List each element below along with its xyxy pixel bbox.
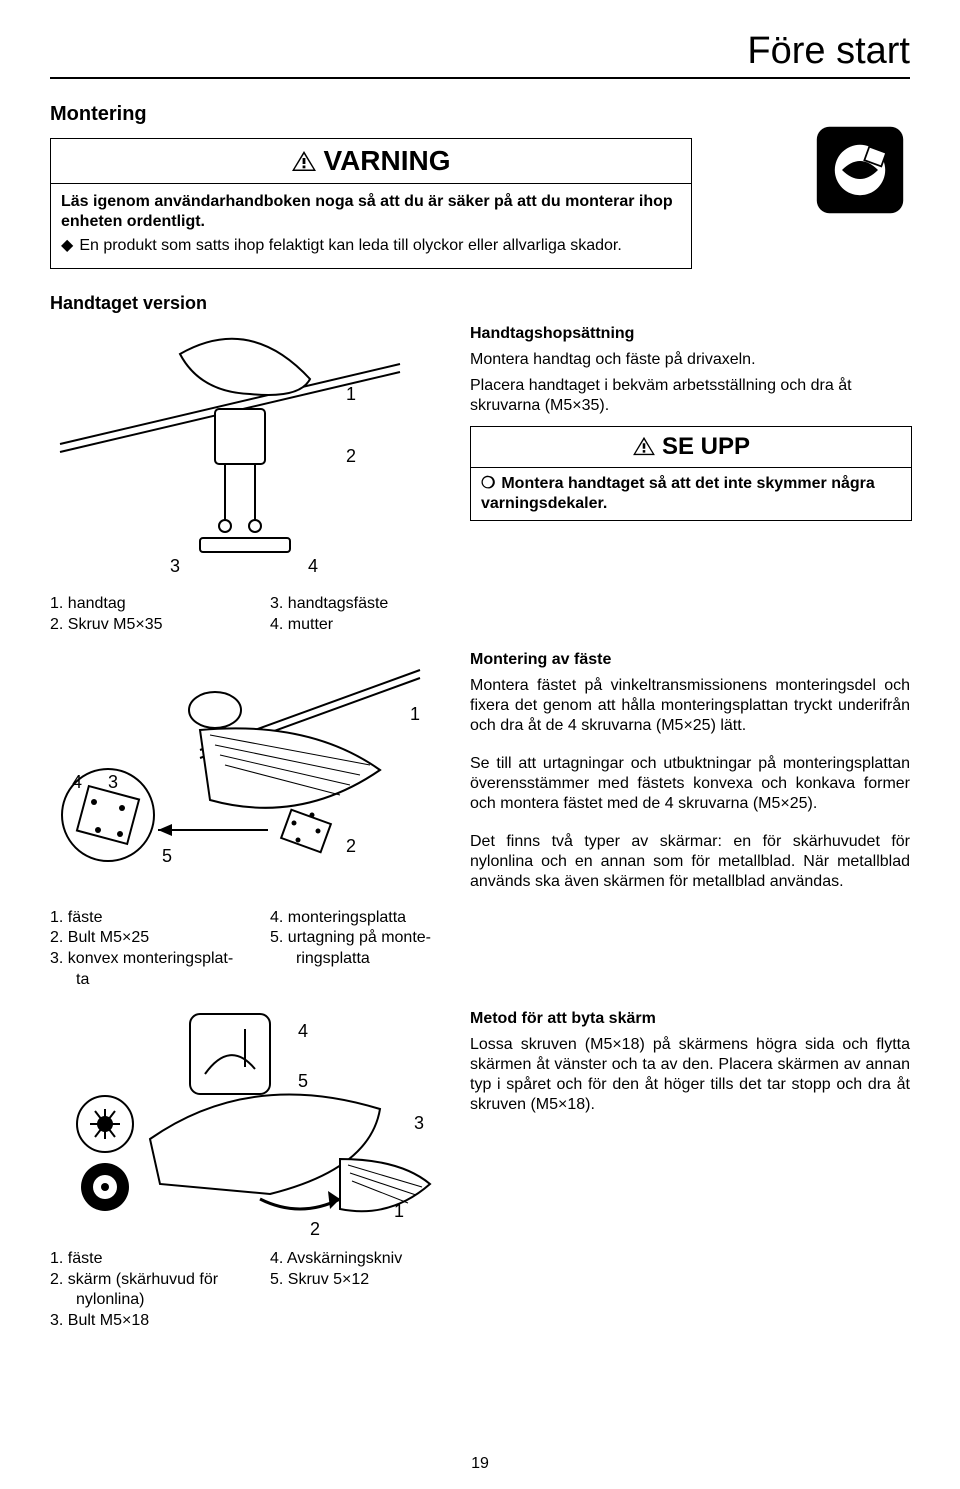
figure-guard-mounting: 1 2 3 4 5: [50, 650, 430, 880]
mount-p2: Se till att urtagningar och utbuktningar…: [470, 754, 910, 814]
caution-icon: [632, 436, 656, 456]
legend2-a1: 1. fäste: [50, 908, 270, 929]
page-title: Före start: [50, 30, 910, 77]
svg-text:5: 5: [162, 846, 172, 866]
svg-text:2: 2: [346, 446, 356, 466]
page-number: 19: [0, 1455, 960, 1473]
legend1-b1: 3. handtagsfäste: [270, 594, 490, 615]
warning-icon: [291, 150, 317, 172]
screen-title: Metod för att byta skärm: [470, 1010, 656, 1027]
screen-p1: Lossa skruven (M5×18) på skärmens högra …: [470, 1035, 910, 1115]
svg-text:4: 4: [308, 556, 318, 576]
legend2-a2: 2. Bult M5×25: [50, 928, 270, 949]
svg-text:4: 4: [72, 772, 82, 792]
svg-text:2: 2: [310, 1219, 320, 1239]
read-manual-icon: [815, 125, 905, 215]
legend3-a1: 1. fäste: [50, 1249, 270, 1270]
svg-text:1: 1: [346, 384, 356, 404]
caution-box: SE UPP Montera handtaget så att det inte…: [470, 426, 912, 521]
legend1-a2: 2. Skruv M5×35: [50, 615, 270, 636]
warning-title: VARNING: [323, 145, 450, 176]
mount-p1: Montera fästet på vinkeltransmissionens …: [470, 676, 910, 736]
legend-handle: 1. handtag 2. Skruv M5×35 3. handtagsfäs…: [50, 594, 910, 636]
svg-text:1: 1: [394, 1201, 404, 1221]
legend2-a3: 3. konvex monteringsplat-ta: [50, 949, 270, 991]
svg-text:3: 3: [108, 772, 118, 792]
legend3-a3: 3. Bult M5×18: [50, 1311, 270, 1332]
legend1-b2: 4. mutter: [270, 615, 490, 636]
warning-line2: En produkt som satts ihop felaktigt kan …: [61, 236, 681, 256]
caution-title: SE UPP: [662, 433, 750, 460]
svg-text:5: 5: [298, 1071, 308, 1091]
legend1-a1: 1. handtag: [50, 594, 270, 615]
handle-body1: Montera handtag och fäste på drivaxeln.: [470, 350, 912, 370]
mount-title: Montering av fäste: [470, 651, 611, 668]
caution-body: Montera handtaget så att det inte skymme…: [481, 475, 875, 512]
handle-section-title: Handtaget version: [50, 293, 910, 314]
legend-mount: 1. fäste 2. Bult M5×25 3. konvex monteri…: [50, 908, 910, 991]
svg-text:2: 2: [346, 836, 356, 856]
svg-text:1: 1: [410, 704, 420, 724]
legend3-a2: 2. skärm (skärhuvud förnylonlina): [50, 1270, 270, 1312]
mount-p3: Det finns två typer av skärmar: en för s…: [470, 832, 910, 892]
warning-header: VARNING: [51, 139, 691, 184]
svg-text:3: 3: [414, 1113, 424, 1133]
legend2-b2: 5. urtagning på monte-ringsplatta: [270, 928, 490, 970]
handle-sub-title: Handtagshopsättning: [470, 325, 634, 342]
section-title-montering: Montering: [50, 103, 910, 126]
figure-handle-assembly: 1 2 3 4: [50, 324, 410, 584]
legend2-b1: 4. monteringsplatta: [270, 908, 490, 929]
warning-line1: Läs igenom användarhandboken noga så att…: [61, 193, 673, 230]
legend3-b1: 4. Avskärningskniv: [270, 1249, 490, 1270]
warning-box: VARNING Läs igenom användarhandboken nog…: [50, 138, 692, 269]
svg-text:3: 3: [170, 556, 180, 576]
legend3-b2: 5. Skruv 5×12: [270, 1270, 490, 1291]
handle-body2: Placera handtaget i bekväm arbetsställni…: [470, 376, 912, 416]
svg-text:4: 4: [298, 1021, 308, 1041]
header-rule: [50, 77, 910, 79]
legend-screen: 1. fäste 2. skärm (skärhuvud förnylonlin…: [50, 1249, 910, 1332]
figure-screen-change: 4 5 3 1 2: [50, 1009, 450, 1239]
